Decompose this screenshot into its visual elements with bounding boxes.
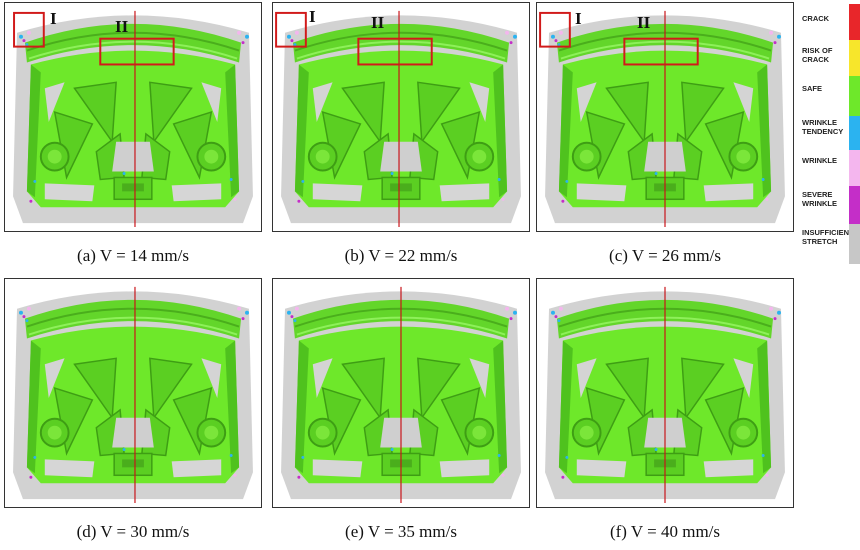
region-two-marker: II	[115, 17, 129, 36]
region-two-marker: II	[371, 13, 385, 32]
legend-label-insufficient-stretch: INSUFFICIEN STRETCH	[802, 228, 850, 246]
legend-swatch-wrinkle-tendency	[849, 116, 860, 150]
caption-f: (f) V = 40 mm/s	[609, 522, 721, 541]
panel-b: I II	[272, 2, 530, 232]
legend-swatch-risk-of-crack	[849, 40, 860, 76]
region-one-marker: I	[309, 7, 316, 26]
hood-simulation-e	[273, 286, 529, 504]
hood-simulation-d	[5, 286, 261, 504]
legend-label-wrinkle: WRINKLE	[802, 156, 837, 165]
legend-swatch-safe	[849, 76, 860, 116]
legend-label-severe-wrinkle: SEVERE WRINKLE	[802, 190, 837, 208]
hood-simulation-c	[539, 10, 793, 228]
legend-swatch-insufficient-stretch	[849, 224, 860, 264]
hood-simulation-b	[275, 10, 529, 228]
panel-e	[272, 278, 530, 508]
region-one-marker: I	[50, 9, 57, 28]
panel-d	[4, 278, 262, 508]
legend-label-risk-of-crack: RISK OF CRACK	[802, 46, 833, 64]
caption-b: (b) V = 22 mm/s	[344, 246, 458, 265]
legend-swatch-wrinkle	[849, 150, 860, 186]
region-one-marker: I	[575, 9, 582, 28]
legend-swatch-severe-wrinkle	[849, 186, 860, 224]
panel-a: I II	[4, 2, 262, 232]
legend-swatch-crack	[849, 4, 860, 40]
legend-label-safe: SAFE	[802, 84, 823, 93]
caption-e: (e) V = 35 mm/s	[345, 522, 457, 541]
caption-a: (a) V = 14 mm/s	[77, 246, 189, 265]
panel-c: I II	[536, 2, 794, 232]
legend-label-crack: CRACK	[802, 14, 830, 23]
legend-label-wrinkle-tendency: WRINKLE TENDENCY	[802, 118, 844, 136]
panel-f	[536, 278, 794, 508]
hood-simulation-f	[537, 286, 793, 504]
caption-c: (c) V = 26 mm/s	[609, 246, 721, 265]
region-two-marker: II	[637, 13, 651, 32]
forming-limit-legend: CRACK RISK OF CRACK SAFE WRINKLE TENDENC…	[800, 4, 860, 266]
caption-d: (d) V = 30 mm/s	[76, 522, 190, 541]
hood-simulation-a	[5, 10, 261, 228]
